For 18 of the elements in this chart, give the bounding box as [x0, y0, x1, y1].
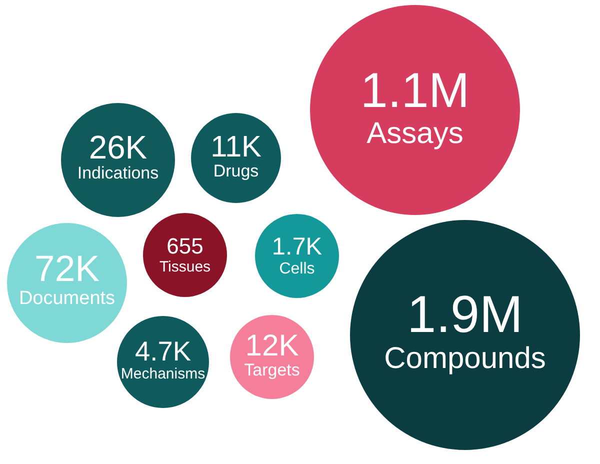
- data-label: 4.7K: [135, 336, 191, 366]
- data-label: 1.9M: [407, 286, 523, 344]
- category-label: Tissues: [159, 258, 211, 276]
- data-label: 655: [166, 234, 204, 258]
- category-label: Cells: [279, 260, 315, 278]
- data-label: 12K: [245, 329, 299, 362]
- data-label: 1.1M: [360, 64, 470, 118]
- category-label: Indications: [77, 164, 159, 183]
- data-label: 72K: [34, 248, 100, 290]
- category-label: Documents: [18, 288, 116, 309]
- category-label: Mechanisms: [120, 366, 206, 382]
- data-label: 26K: [88, 128, 148, 166]
- category-label: Assays: [366, 117, 464, 150]
- data-label: 11K: [210, 130, 262, 164]
- category-label: Drugs: [213, 162, 259, 181]
- category-label: Targets: [244, 360, 300, 380]
- category-label: Compounds: [384, 342, 546, 375]
- data-label: 1.7K: [272, 233, 322, 260]
